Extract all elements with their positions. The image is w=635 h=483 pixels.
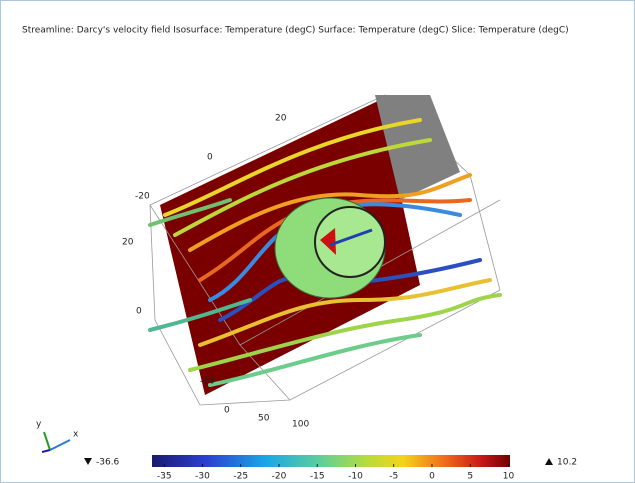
plot-window: Streamline: Darcy's velocity field Isosu… (0, 0, 635, 483)
colorbar-tick-label: 10 (503, 472, 515, 482)
axis-tick-label: 20 (275, 114, 287, 124)
colorbar-tick-label: -30 (195, 472, 210, 482)
triad-label: x (73, 430, 79, 440)
triad-label: y (36, 420, 42, 430)
axis-tick-label: 0 (207, 153, 213, 163)
colorbar-tick-label: -5 (389, 472, 398, 482)
colorbar-tick-label: -35 (157, 472, 172, 482)
colorbar-tick-label: -10 (348, 472, 363, 482)
colorbar-min: -36.6 (96, 458, 120, 468)
axis-tick-label: 50 (258, 414, 270, 424)
axis-tick-label: 0 (224, 406, 230, 416)
axis-tick-label: -20 (135, 192, 150, 202)
axis-tick-label: 100 (292, 420, 309, 430)
axis-tick-label: 20 (122, 238, 134, 248)
colorbar-tick-label: -25 (233, 472, 248, 482)
axis-tick-label: 0 (136, 307, 142, 317)
colorbar-tick-label: 0 (429, 472, 435, 482)
colorbar-tick-label: 5 (467, 472, 473, 482)
colorbar-tick-label: -20 (272, 472, 287, 482)
colorbar-tick-label: -15 (310, 472, 325, 482)
plot-title: Streamline: Darcy's velocity field Isosu… (22, 26, 569, 36)
axis-tick-label: -20 (200, 377, 215, 387)
colorbar-max: 10.2 (557, 458, 577, 468)
colorbar (152, 455, 510, 467)
